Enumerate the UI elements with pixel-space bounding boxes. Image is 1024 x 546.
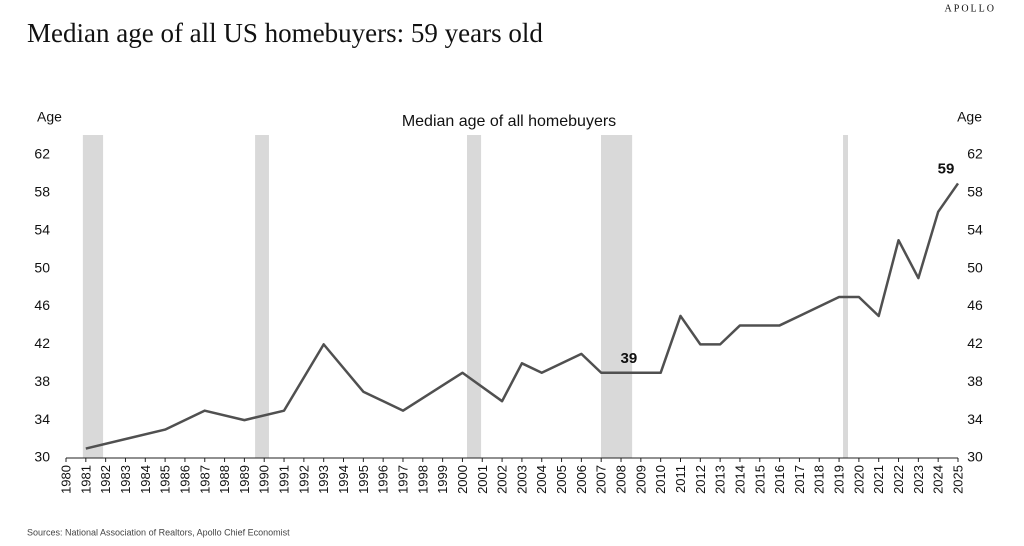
x-tick-label: 2020 — [851, 465, 866, 494]
x-tick-label: 1994 — [336, 465, 351, 494]
x-tick-label: 2012 — [693, 465, 708, 494]
page-title: Median age of all US homebuyers: 59 year… — [27, 18, 543, 48]
x-tick-label: 1988 — [217, 465, 232, 494]
x-tick-label: 2021 — [871, 465, 886, 494]
y2-tick-label: 54 — [967, 221, 983, 237]
x-tick-label: 2023 — [911, 465, 926, 494]
x-tick-label: 2005 — [554, 465, 569, 494]
x-tick-label: 1980 — [59, 465, 74, 494]
x-tick-label: 1986 — [177, 465, 192, 494]
y2-tick-label: 34 — [967, 411, 983, 427]
y-tick-label: 46 — [34, 297, 50, 313]
x-tick-label: 1990 — [257, 465, 272, 494]
annotation: 39 — [621, 350, 638, 367]
data-line — [85, 182, 960, 450]
brand: APOLLO — [945, 3, 996, 14]
x-tick-label: 2018 — [812, 465, 827, 494]
x-tick-label: 2025 — [951, 465, 966, 494]
x-tick-label: 1985 — [158, 465, 173, 494]
y2-tick-label: 50 — [967, 259, 983, 275]
y-tick-label: 34 — [34, 411, 50, 427]
x-tick-label: 1981 — [78, 465, 93, 494]
recession-shade — [467, 135, 482, 458]
x-tick-label: 1991 — [277, 465, 292, 494]
x-tick-label: 2015 — [752, 465, 767, 494]
y2-tick-label: 30 — [967, 449, 983, 465]
x-tick-label: 1995 — [356, 465, 371, 494]
x-tick-label: 2022 — [891, 465, 906, 494]
y2-tick-label: 62 — [967, 146, 983, 162]
recession-shade — [255, 135, 269, 458]
x-tick-label: 2006 — [574, 465, 589, 494]
x-tick-label: 2016 — [772, 465, 787, 494]
x-tick-label: 1993 — [316, 465, 331, 494]
chart-title: Median age of all homebuyers — [402, 113, 616, 130]
y-tick-label: 30 — [34, 449, 50, 465]
x-tick-label: 1992 — [296, 465, 311, 494]
x-tick-label: 1999 — [435, 465, 450, 494]
x-tick-label: 1987 — [197, 465, 212, 494]
x-tick-label: 1983 — [118, 465, 133, 494]
y2-tick-label: 38 — [967, 373, 983, 389]
x-tick-label: 1989 — [237, 465, 252, 494]
x-tick-label: 2009 — [633, 465, 648, 494]
y-tick-label: 54 — [34, 221, 50, 237]
x-tick-label: 2010 — [653, 465, 668, 494]
y2-axis-label: Age — [957, 109, 982, 125]
x-tick-label: 2024 — [931, 465, 946, 494]
annotation: 59 — [938, 160, 955, 177]
x-tick-label: 2003 — [514, 465, 529, 494]
y-tick-label: 42 — [34, 335, 50, 351]
x-tick-label: 2011 — [673, 465, 688, 493]
x-tick-label: 1984 — [138, 465, 153, 494]
recession-shade — [82, 135, 104, 458]
y-tick-label: 58 — [34, 184, 50, 200]
x-tick-label: 1982 — [98, 465, 113, 494]
y-axis-label: Age — [37, 109, 62, 125]
y2-tick-label: 46 — [967, 297, 983, 313]
x-tick-label: 2008 — [614, 465, 629, 494]
y2-tick-label: 58 — [967, 184, 983, 200]
x-tick-label: 1996 — [376, 465, 391, 494]
y-tick-label: 62 — [34, 146, 50, 162]
y2-tick-label: 42 — [967, 335, 983, 351]
source: Sources: National Association of Realtor… — [27, 527, 290, 537]
x-tick-label: 1997 — [395, 465, 410, 494]
x-tick-label: 2001 — [475, 465, 490, 494]
x-tick-label: 2007 — [594, 465, 609, 494]
x-tick-label: 1998 — [415, 465, 430, 494]
x-tick-label: 2014 — [732, 465, 747, 494]
y-tick-label: 38 — [34, 373, 50, 389]
x-tick-label: 2013 — [713, 465, 728, 494]
y-tick-label: 50 — [34, 259, 50, 275]
x-tick-label: 2004 — [534, 465, 549, 494]
recession-shade — [601, 135, 633, 458]
x-tick-label: 2017 — [792, 465, 807, 494]
x-tick-label: 2019 — [832, 465, 847, 494]
x-tick-label: 2000 — [455, 465, 470, 494]
x-tick-label: 2002 — [495, 465, 510, 494]
